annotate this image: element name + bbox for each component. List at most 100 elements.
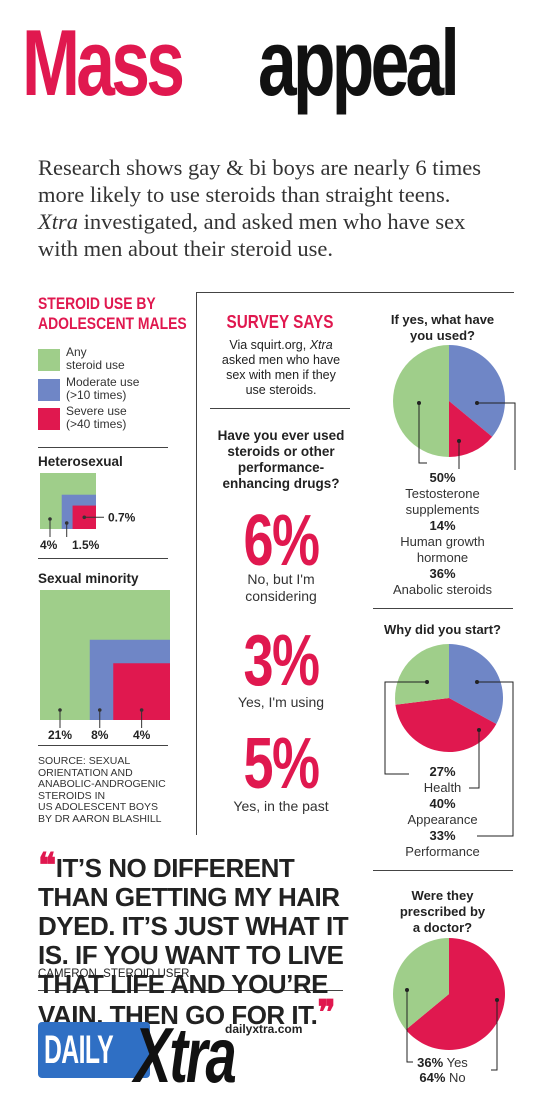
pie-chart-used xyxy=(393,345,516,470)
survey-description: Via squirt.org, Xtra asked men who have … xyxy=(206,338,356,398)
pie1-label-1a: Testosterone xyxy=(405,486,480,501)
pie3-legend: 36% Yes 64% No xyxy=(375,1055,510,1085)
hetero-value-severe: 0.7% xyxy=(108,510,136,524)
survey-question-line-3: performance- xyxy=(237,460,325,475)
survey-desc-line-2: asked men who have xyxy=(221,353,341,367)
intro-xtra: Xtra xyxy=(38,209,79,234)
pie1-label-2b: hormone xyxy=(416,550,469,565)
source-line-1: SOURCE: SEXUAL xyxy=(38,755,131,767)
pie2-value-2: 40% xyxy=(429,796,456,811)
divider-left-1 xyxy=(38,447,168,448)
quote-text: IT’S NO DIFFERENT THAN GETTING MY HAIR D… xyxy=(38,853,349,1030)
legend-any-line-1: Any xyxy=(66,345,87,359)
minority-dot-2 xyxy=(139,708,144,712)
minority-label: Sexual minority xyxy=(38,571,139,586)
survey-desc-line-4: use steroids. xyxy=(245,383,317,397)
source-text: SOURCE: SEXUAL ORIENTATION AND ANABOLIC-… xyxy=(38,755,166,825)
divider-top-right xyxy=(196,292,514,293)
legend-moderate-line-1: Moderate use xyxy=(66,375,140,389)
source-line-2: ORIENTATION AND xyxy=(38,766,133,779)
title-appeal: appeal xyxy=(258,10,460,115)
survey-desc-xtra: Xtra xyxy=(309,338,333,352)
intro-line-1: Research shows gay & bi boys are nearly … xyxy=(38,155,482,180)
intro-line-3-rest: investigated, and asked men who have sex xyxy=(78,209,466,234)
survey-question-line-4: enhancing drugs? xyxy=(222,476,340,491)
source-line-6: BY DR AARON BLASHILL xyxy=(38,812,162,825)
pie1-title-line-1: If yes, what have xyxy=(390,312,495,327)
stat-pct-using: 3% xyxy=(243,621,320,701)
pie3-row-yes: 36% Yes xyxy=(375,1055,510,1070)
pie1-legend: 50% Testosterone supplements 14% Human g… xyxy=(375,470,510,598)
pie3-title: Were they prescribed by a doctor? xyxy=(375,888,510,936)
pie1-title: If yes, what have you used? xyxy=(375,312,510,344)
survey-question: Have you ever used steroids or other per… xyxy=(206,428,356,492)
survey-desc-via: Via squirt.org, xyxy=(229,338,310,352)
legend-any-line-2: steroid use xyxy=(66,358,125,372)
stat-caption-considering-line-2: considering xyxy=(245,588,317,604)
pie-chart-prescribed xyxy=(393,938,505,1071)
pie2-leader-appearance xyxy=(469,730,480,789)
pie1-value-2: 14% xyxy=(429,518,456,533)
survey-desc-line-3: sex with men if they xyxy=(226,368,336,382)
open-quote-icon: ❝ xyxy=(38,846,56,886)
pie3-leader-no xyxy=(491,1000,498,1071)
pie3-value-no: 64% xyxy=(419,1070,446,1085)
hetero-dot-severe xyxy=(82,515,87,520)
intro-text: Research shows gay & bi boys are nearly … xyxy=(38,154,528,262)
pie1-slice-1 xyxy=(449,401,493,457)
pie2-value-1: 27% xyxy=(429,764,456,779)
pie1-leader-testosterone xyxy=(418,403,427,464)
divider-left-2 xyxy=(38,558,168,559)
logo-xtra: Xtra xyxy=(134,1011,237,1099)
pie2-value-3: 33% xyxy=(429,828,456,843)
pie1-title-line-2: you used? xyxy=(409,328,475,343)
pie1-label-3a: Anabolic steroids xyxy=(393,582,492,597)
stat-caption-considering: No, but I'm considering xyxy=(206,571,356,605)
pie3-label-yes: Yes xyxy=(446,1055,468,1070)
source-line-3: ANABOLIC-ANDROGENIC xyxy=(38,778,166,790)
pie1-value-1: 50% xyxy=(429,470,456,485)
legend-severe-line-2: (>40 times) xyxy=(66,417,127,431)
pie2-legend: 27% Health 40% Appearance 33% Performanc… xyxy=(375,764,510,860)
pie2-label-2: Appearance xyxy=(407,812,478,827)
source-line-5: US ADOLESCENT BOYS xyxy=(38,801,159,813)
pie2-slice-2 xyxy=(395,644,449,705)
quote-attribution: CAMERON, STEROID USER xyxy=(38,968,190,980)
divider-left-3 xyxy=(38,745,168,746)
minority-value-0: 21% xyxy=(48,728,72,740)
hetero-value-moderate: 1.5% xyxy=(72,538,100,552)
intro-line-3: Xtra investigated, and asked men who hav… xyxy=(38,208,528,235)
pie2-slice-1 xyxy=(395,698,497,752)
middle-heading: SURVEY SAYS xyxy=(226,312,334,332)
minority-squares-chart: 21% 8% 4% xyxy=(40,590,170,740)
stat-caption-considering-line-1: No, but I'm xyxy=(247,571,315,587)
legend-swatch-moderate xyxy=(38,379,60,401)
divider-right-2 xyxy=(373,870,513,871)
left-heading-line-2: ADOLESCENT MALES xyxy=(38,314,187,333)
pie2-leader-performance xyxy=(477,681,514,837)
legend-swatch-any xyxy=(38,349,60,371)
logo-daily: DAILY xyxy=(44,1028,114,1072)
pie1-slice-0 xyxy=(449,345,505,437)
pie3-value-yes: 36% xyxy=(417,1055,444,1070)
minority-dot-1 xyxy=(97,708,102,712)
minority-dot-0 xyxy=(58,708,62,712)
pie2-title: Why did you start? xyxy=(384,622,501,637)
legend-moderate-line-2: (>10 times) xyxy=(66,388,127,402)
divider-right-1 xyxy=(373,608,513,609)
stat-caption-past: Yes, in the past xyxy=(233,798,329,814)
left-heading-line-1: STEROID USE BY xyxy=(38,294,156,313)
legend-severe-line-1: Severe use xyxy=(66,404,127,418)
stat-pct-considering: 6% xyxy=(243,501,320,581)
pie3-row-no: 64% No xyxy=(375,1070,510,1085)
pie2-label-1: Health xyxy=(423,780,462,795)
minority-value-1: 8% xyxy=(91,728,109,740)
stat-caption-using: Yes, I'm using xyxy=(237,694,325,710)
pull-quote: ❝IT’S NO DIFFERENT THAN GETTING MY HAIR … xyxy=(38,849,358,1030)
minority-value-2: 4% xyxy=(133,728,151,740)
intro-line-4: with men about their steroid use. xyxy=(38,236,333,261)
pie3-title-line-3: a doctor? xyxy=(412,920,473,935)
logo-daily-box xyxy=(38,1022,150,1078)
hetero-label: Heterosexual xyxy=(38,454,123,469)
hetero-squares-chart: 4% 1.5% 0.7% xyxy=(40,473,136,552)
